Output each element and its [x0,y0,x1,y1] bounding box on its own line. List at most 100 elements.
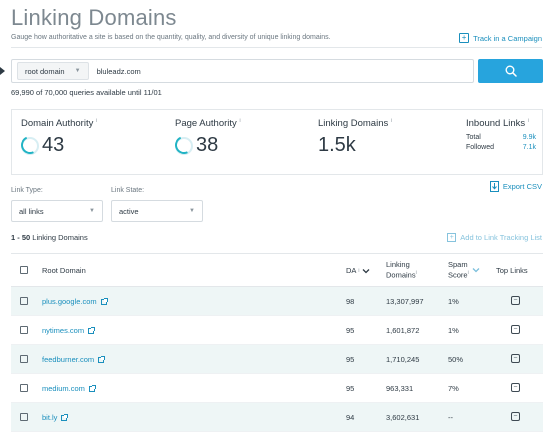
expand-top-links-icon[interactable]: – [511,412,520,421]
pa-value: 38 [196,134,219,157]
external-link-icon[interactable] [88,384,96,392]
domain-link[interactable]: medium.com [42,384,96,393]
link-type-select[interactable]: all links ▼ [11,200,103,222]
da-cell: 95 [346,384,355,393]
chevron-down-icon: ▼ [74,68,81,74]
chevron-down-icon [472,267,480,273]
domain-link[interactable]: plus.google.com [42,297,108,306]
da-cell: 95 [346,355,355,364]
domain-text: bit.ly [42,413,58,422]
spam-cell: -- [448,413,453,422]
table-header: Root Domain DA i Linking Domainsi Spam S… [11,253,543,287]
ld-label: Linking Domains [318,118,389,130]
count-range: 1 - 50 [11,233,31,242]
spam-cell: 7% [448,384,459,393]
col-da-sort[interactable]: DA i [346,266,370,275]
col-linking-line1: Linking [386,260,410,269]
domain-text: plus.google.com [42,297,97,306]
link-state-select[interactable]: active ▼ [111,200,203,222]
followed-label: Followed [466,144,495,152]
divider [11,47,542,48]
da-gauge-icon [21,136,39,155]
export-csv-button[interactable]: Export CSV [489,181,542,192]
metrics-panel: Domain Authority i 43 Page Authority i 3… [11,109,543,175]
add-tracking-label: Add to Link Tracking List [460,233,542,242]
domain-text: feedburner.com [42,355,95,364]
external-link-icon[interactable] [88,326,96,334]
linking-cell: 963,331 [386,384,414,393]
inbound-label: Inbound Links [466,118,526,130]
scope-value: root domain [25,66,65,76]
chevron-down-icon [362,268,370,273]
info-icon[interactable]: i [95,118,98,124]
row-checkbox[interactable] [20,297,28,305]
followed-value[interactable]: 7.1k [522,144,536,152]
inbound-links-metric: Inbound Links i Total 9.9k Followed 7.1k [466,118,536,151]
col-linking-domains[interactable]: Linking Domainsi [386,260,417,280]
external-link-icon[interactable] [98,355,106,363]
col-spam-line2: Score [448,270,468,280]
ld-value: 1.5k [318,134,356,157]
da-value: 43 [42,134,65,157]
col-spam-score[interactable]: Spam Scorei [448,260,480,280]
pa-gauge-icon [175,136,193,155]
table-row: medium.com 95 963,331 7% – [11,374,543,403]
row-checkbox[interactable] [20,326,28,334]
add-to-link-tracking-button[interactable]: + Add to Link Tracking List [447,233,542,242]
track-in-campaign-link[interactable]: + Track in a Campaign [459,33,542,43]
info-icon[interactable]: i [527,118,529,124]
domain-authority-metric: Domain Authority i 43 [21,118,97,157]
info-icon: i [358,267,360,274]
spam-cell: 1% [448,326,459,335]
expand-top-links-icon[interactable]: – [511,354,520,363]
domain-link[interactable]: feedburner.com [42,355,106,364]
info-icon[interactable]: i [239,118,241,124]
table-row: nytimes.com 95 1,601,872 1% – [11,316,543,345]
page-subtitle: Gauge how authoritative a site is based … [11,34,331,41]
page-title: Linking Domains [11,5,177,30]
da-label: Domain Authority [21,118,94,130]
linking-cell: 3,602,631 [386,413,420,422]
row-checkbox[interactable] [20,384,28,392]
da-cell: 98 [346,297,355,306]
search-icon [505,65,517,77]
spam-cell: 1% [448,297,459,306]
external-link-icon[interactable] [61,413,69,421]
results-count: 1 - 50 Linking Domains [11,233,88,242]
total-label: Total [466,134,481,142]
da-cell: 94 [346,413,355,422]
domain-link[interactable]: nytimes.com [42,326,96,335]
chevron-down-icon: ▼ [89,208,95,214]
export-label: Export CSV [502,182,542,191]
col-da-label: DA [346,266,357,275]
expand-top-links-icon[interactable]: – [511,296,520,305]
spam-cell: 50% [448,355,464,364]
row-checkbox[interactable] [20,355,28,363]
quota-text: 69,990 of 70,000 queries available until… [11,88,162,97]
row-checkbox[interactable] [20,413,28,421]
expand-top-links-icon[interactable]: – [511,325,520,334]
expand-top-links-icon[interactable]: – [511,383,520,392]
plus-icon: + [447,233,457,242]
link-type-label: Link Type: [11,187,43,194]
external-link-icon[interactable] [100,297,108,305]
search-bar: root domain ▼ bluleadz.com [11,59,474,83]
info-icon[interactable]: i [390,118,392,124]
domain-link[interactable]: bit.ly [42,413,69,422]
linking-cell: 1,601,872 [386,326,420,335]
total-value[interactable]: 9.9k [522,134,536,142]
col-linking-line2: Domains [386,270,416,280]
chevron-down-icon: ▼ [189,208,195,214]
da-cell: 95 [346,326,355,335]
col-spam-line1: Spam [448,260,468,269]
table-row: plus.google.com 98 13,307,997 1% – [11,287,543,316]
track-label: Track in a Campaign [473,33,542,43]
scope-dropdown[interactable]: root domain ▼ [17,62,89,80]
select-all-checkbox[interactable] [20,266,28,274]
search-button[interactable] [478,59,543,83]
info-icon: i [415,270,417,276]
linking-cell: 13,307,997 [386,297,424,306]
link-state-label: Link State: [111,187,145,194]
domain-text: nytimes.com [42,326,85,335]
search-input[interactable]: bluleadz.com [96,66,141,76]
